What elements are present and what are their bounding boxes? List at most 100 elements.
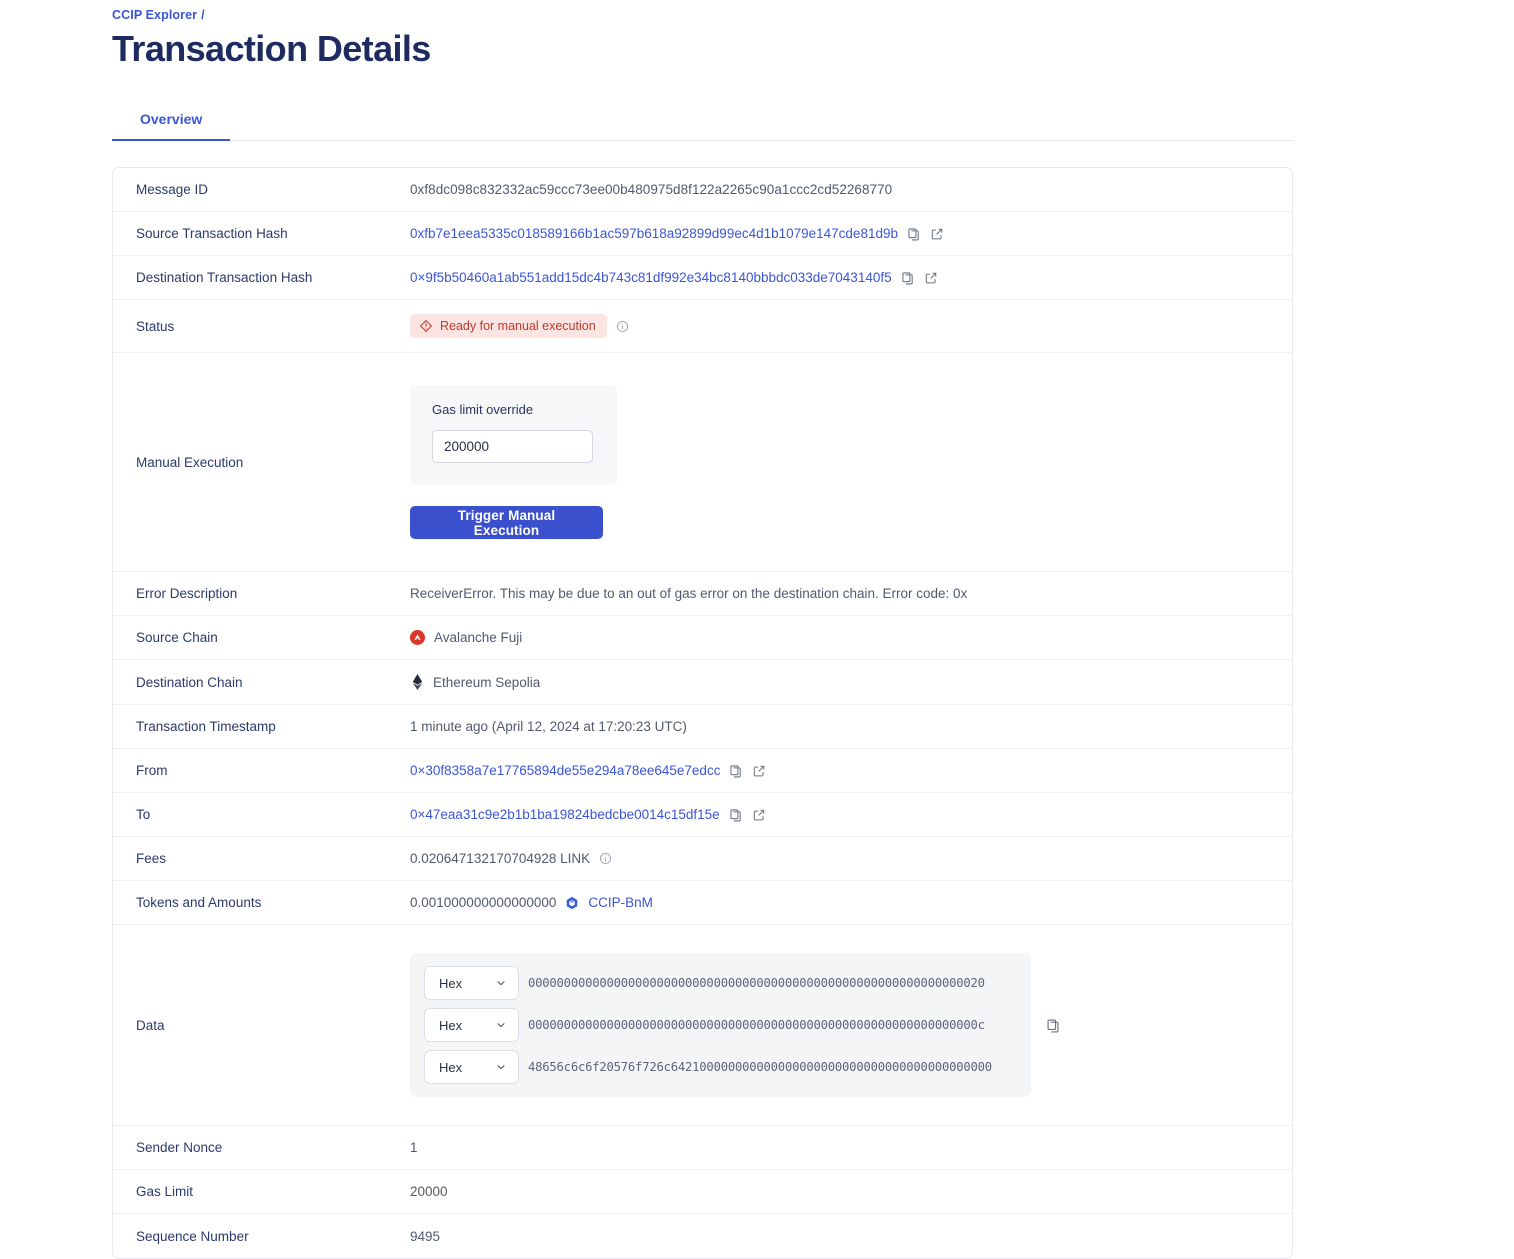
message-id-value: 0xf8dc098c832332ac59ccc73ee00b480975d8f1… xyxy=(410,182,893,198)
row-value: ReceiverError. This may be due to an out… xyxy=(410,572,1292,615)
data-words-card: Hex 000000000000000000000000000000000000… xyxy=(410,953,1031,1098)
trigger-manual-execution-button[interactable]: Trigger Manual Execution xyxy=(410,506,603,540)
copy-icon[interactable] xyxy=(729,808,743,822)
row-value: 0×30f8358a7e17765894de55e294a78ee645e7ed… xyxy=(410,749,1292,792)
ethereum-icon xyxy=(410,674,424,691)
destination-transaction-hash-link[interactable]: 0×9f5b50460a1ab551add15dc4b743c81df992e3… xyxy=(410,270,892,286)
row-label: Destination Chain xyxy=(136,674,243,690)
table-row-fees: Fees 0.020647132170704928 LINK xyxy=(113,837,1292,882)
data-word-row: Hex 48656c6c6f20576f726c6421000000000000… xyxy=(424,1050,1017,1085)
breadcrumb-separator: / xyxy=(201,8,205,22)
row-value: 0xf8dc098c832332ac59ccc73ee00b480975d8f1… xyxy=(410,168,1292,211)
row-label: Manual Execution xyxy=(136,454,244,470)
row-label: Source Chain xyxy=(136,630,218,646)
data-format-select[interactable]: Hex xyxy=(424,966,519,1001)
error-description-value: ReceiverError. This may be due to an out… xyxy=(410,586,968,602)
table-row-error-description: Error Description ReceiverError. This ma… xyxy=(113,572,1292,617)
chevron-down-icon xyxy=(495,1061,507,1073)
table-row-tokens-and-amounts: Tokens and Amounts 0.001000000000000000 … xyxy=(113,881,1292,926)
transaction-details-table: Message ID 0xf8dc098c832332ac59ccc73ee00… xyxy=(112,167,1293,1259)
row-value: 9495 xyxy=(410,1214,1292,1258)
row-label: Transaction Timestamp xyxy=(136,719,276,735)
row-value: Ethereum Sepolia xyxy=(410,660,1292,704)
data-format-value: Hex xyxy=(439,1059,463,1075)
tab-overview[interactable]: Overview xyxy=(112,105,231,142)
table-row-sender-nonce: Sender Nonce 1 xyxy=(113,1126,1292,1171)
row-label: To xyxy=(136,807,151,823)
table-row-data: Data Hex xyxy=(113,925,1292,1127)
page-content: CCIP Explorer / Transaction Details Over… xyxy=(112,0,1293,1259)
table-row-sequence-number: Sequence Number 9495 xyxy=(113,1214,1292,1258)
to-address-link[interactable]: 0×47eaa31c9e2b1b1ba19824bedcbe0014c15df1… xyxy=(410,807,720,823)
warning-diamond-icon xyxy=(419,319,433,333)
row-value: 1 xyxy=(410,1126,1292,1169)
table-row-source-chain: Source Chain Avalanche Fuji xyxy=(113,616,1292,661)
row-label: Destination Transaction Hash xyxy=(136,270,313,286)
avalanche-icon xyxy=(410,630,425,646)
table-row-status: Status Ready for manual execution xyxy=(113,300,1292,354)
row-label: Sequence Number xyxy=(136,1228,249,1244)
transaction-timestamp-value: 1 minute ago (April 12, 2024 at 17:20:23… xyxy=(410,719,687,735)
source-transaction-hash-link[interactable]: 0xfb7e1eea5335c018589166b1ac597b618a9289… xyxy=(410,226,898,242)
source-chain-label: Avalanche Fuji xyxy=(434,630,523,646)
copy-icon[interactable] xyxy=(729,764,743,778)
row-label: Data xyxy=(136,1017,165,1033)
data-word-value: 48656c6c6f20576f726c64210000000000000000… xyxy=(528,1060,992,1075)
external-link-icon[interactable] xyxy=(752,808,766,822)
external-link-icon[interactable] xyxy=(930,227,944,241)
table-row-from: From 0×30f8358a7e17765894de55e294a78ee64… xyxy=(113,749,1292,794)
external-link-icon[interactable] xyxy=(752,764,766,778)
data-word-value: 0000000000000000000000000000000000000000… xyxy=(528,976,985,991)
gas-limit-override-input[interactable] xyxy=(432,430,593,464)
data-format-select[interactable]: Hex xyxy=(424,1050,519,1085)
table-row-source-transaction-hash: Source Transaction Hash 0xfb7e1eea5335c0… xyxy=(113,212,1292,257)
page-title: Transaction Details xyxy=(112,28,431,69)
data-word-row: Hex 000000000000000000000000000000000000… xyxy=(424,1008,1017,1043)
tab-bar: Overview xyxy=(112,105,1293,142)
destination-chain-label: Ethereum Sepolia xyxy=(433,674,541,690)
row-label: Error Description xyxy=(136,586,238,602)
copy-icon[interactable] xyxy=(1040,1018,1061,1033)
gas-limit-override-card: Gas limit override xyxy=(410,385,617,486)
copy-icon[interactable] xyxy=(901,271,915,285)
status-badge-label: Ready for manual execution xyxy=(440,319,596,334)
token-symbol-link[interactable]: CCIP-BnM xyxy=(588,895,653,911)
info-icon[interactable] xyxy=(599,852,612,865)
data-format-value: Hex xyxy=(439,975,463,991)
row-label: Source Transaction Hash xyxy=(136,226,288,242)
row-value: 0×9f5b50460a1ab551add15dc4b743c81df992e3… xyxy=(410,256,1292,299)
row-value: Hex 000000000000000000000000000000000000… xyxy=(410,925,1292,1125)
gas-limit-override-label: Gas limit override xyxy=(432,402,534,418)
breadcrumb-link-ccip-explorer[interactable]: CCIP Explorer xyxy=(112,8,198,22)
chainlink-token-icon xyxy=(565,896,579,910)
row-label: Tokens and Amounts xyxy=(136,895,262,911)
token-amount-value: 0.001000000000000000 xyxy=(410,895,557,911)
breadcrumb: CCIP Explorer / xyxy=(112,8,1293,22)
sequence-number-value: 9495 xyxy=(410,1228,441,1244)
row-label: Status xyxy=(136,318,175,334)
data-word-value: 0000000000000000000000000000000000000000… xyxy=(528,1018,985,1033)
info-icon[interactable] xyxy=(616,320,629,333)
row-label: Message ID xyxy=(136,182,209,198)
row-value: 0×47eaa31c9e2b1b1ba19824bedcbe0014c15df1… xyxy=(410,793,1292,836)
data-format-select[interactable]: Hex xyxy=(424,1008,519,1043)
data-word-list: Hex 000000000000000000000000000000000000… xyxy=(424,966,1017,1085)
from-address-link[interactable]: 0×30f8358a7e17765894de55e294a78ee645e7ed… xyxy=(410,763,721,779)
row-value: Ready for manual execution xyxy=(410,300,1292,352)
table-row-manual-execution: Manual Execution Gas limit override Trig… xyxy=(113,353,1292,573)
row-value: 0.020647132170704928 LINK xyxy=(410,837,1292,880)
row-value: Gas limit override Trigger Manual Execut… xyxy=(410,353,1292,571)
table-row-message-id: Message ID 0xf8dc098c832332ac59ccc73ee00… xyxy=(113,168,1292,213)
copy-icon[interactable] xyxy=(907,227,921,241)
manual-execution-controls: Gas limit override Trigger Manual Execut… xyxy=(410,367,617,557)
data-format-value: Hex xyxy=(439,1017,463,1033)
row-value: 1 minute ago (April 12, 2024 at 17:20:23… xyxy=(410,705,1292,748)
row-label: Sender Nonce xyxy=(136,1140,223,1156)
chevron-down-icon xyxy=(495,1019,507,1031)
row-label: From xyxy=(136,763,168,779)
row-value: 20000 xyxy=(410,1170,1292,1213)
external-link-icon[interactable] xyxy=(924,271,938,285)
row-value: Avalanche Fuji xyxy=(410,616,1292,659)
sender-nonce-value: 1 xyxy=(410,1140,418,1156)
